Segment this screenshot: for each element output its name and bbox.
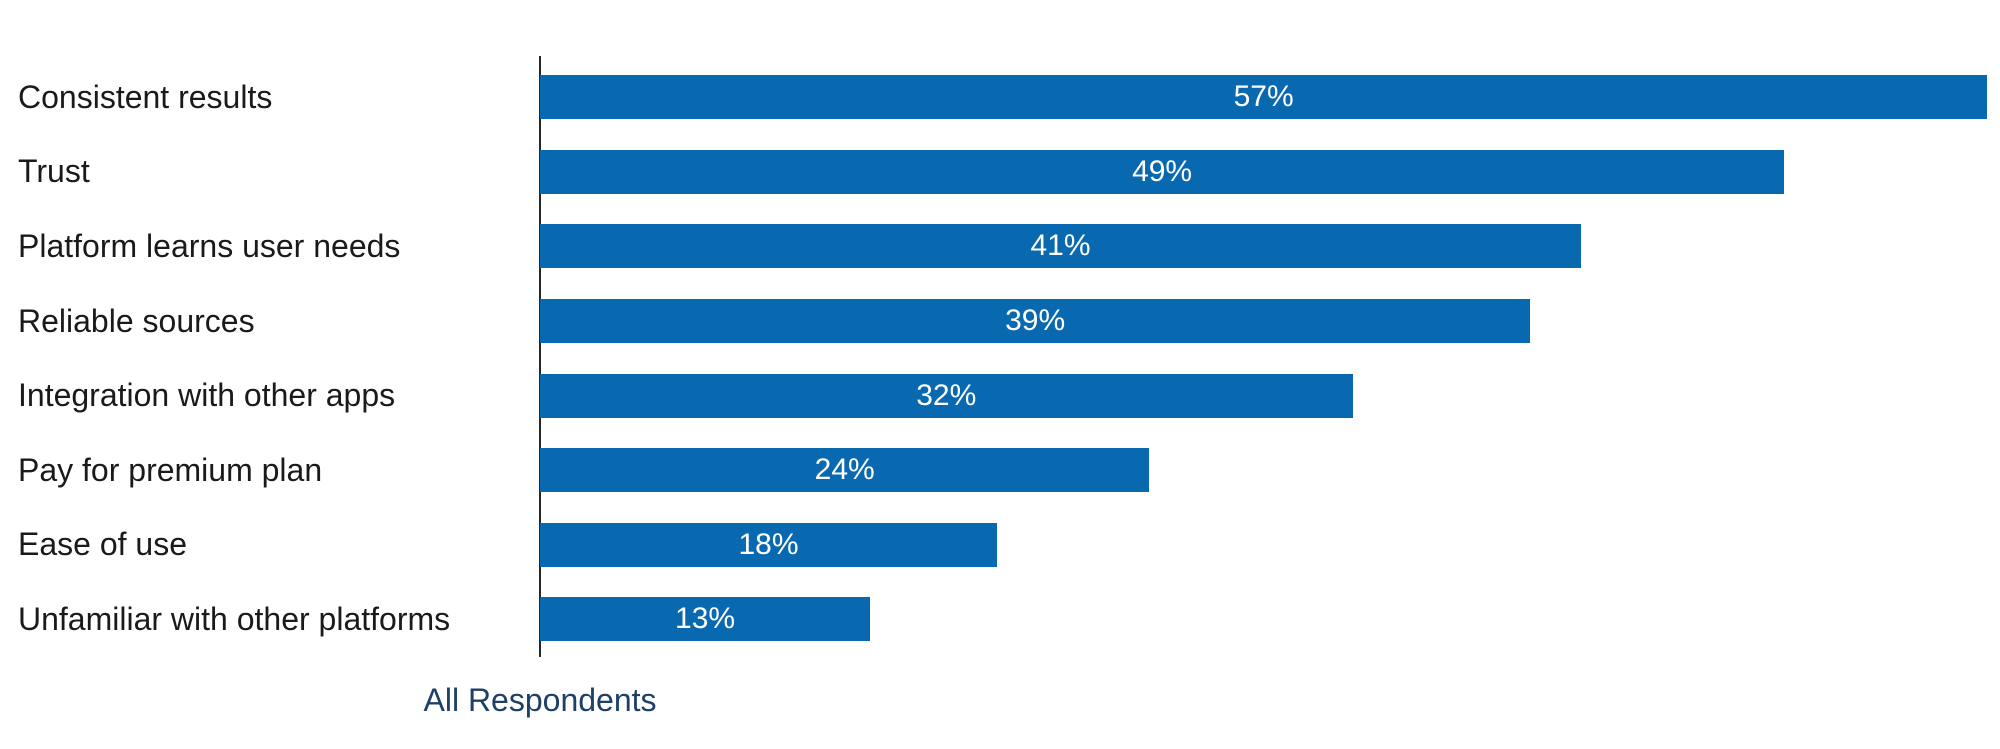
category-label: Platform learns user needs	[18, 227, 401, 264]
bar-track: 39%	[540, 284, 2000, 359]
category-label: Pay for premium plan	[18, 451, 323, 488]
bar-value-label: 24%	[814, 453, 875, 487]
bar-track: 13%	[540, 582, 2000, 657]
bar: 57%	[540, 75, 1988, 120]
bar-value-label: 41%	[1030, 229, 1091, 263]
bar-track: 24%	[540, 433, 2000, 508]
y-axis-line	[539, 56, 541, 657]
bar: 32%	[540, 373, 1353, 418]
category-label: Ease of use	[18, 526, 187, 563]
bar-value-label: 32%	[916, 378, 977, 412]
bar-value-label: 57%	[1233, 80, 1294, 114]
bar: 41%	[540, 224, 1582, 269]
bar: 18%	[540, 522, 998, 567]
category-label: Unfamiliar with other platforms	[18, 600, 451, 637]
category-label: Reliable sources	[18, 302, 255, 339]
chart-row: Unfamiliar with other platforms 13%	[0, 582, 2000, 657]
category-label: Integration with other apps	[18, 377, 396, 414]
chart-rows: Consistent results 57% Trust 49% Platfor…	[0, 60, 2000, 657]
x-axis-title: All Respondents	[423, 682, 657, 718]
chart-row: Integration with other apps 32%	[0, 358, 2000, 433]
bar-track: 18%	[540, 508, 2000, 583]
bar-track: 32%	[540, 358, 2000, 433]
chart-row: Ease of use 18%	[0, 508, 2000, 583]
bar-track: 41%	[540, 209, 2000, 284]
bar-value-label: 13%	[675, 602, 736, 636]
chart-row: Reliable sources 39%	[0, 284, 2000, 359]
chart-row: Platform learns user needs 41%	[0, 209, 2000, 284]
category-label: Consistent results	[18, 78, 273, 115]
bar: 49%	[540, 149, 1785, 194]
bar: 13%	[540, 597, 871, 642]
bar-value-label: 39%	[1005, 304, 1066, 338]
bar: 39%	[540, 299, 1531, 344]
chart-row: Consistent results 57%	[0, 60, 2000, 135]
bar-value-label: 18%	[738, 527, 799, 561]
category-label: Trust	[18, 153, 90, 190]
bar: 24%	[540, 448, 1150, 493]
bar-track: 49%	[540, 135, 2000, 210]
bar-value-label: 49%	[1132, 154, 1193, 188]
bar-track: 57%	[540, 60, 2000, 135]
chart-row: Pay for premium plan 24%	[0, 433, 2000, 508]
chart-row: Trust 49%	[0, 135, 2000, 210]
